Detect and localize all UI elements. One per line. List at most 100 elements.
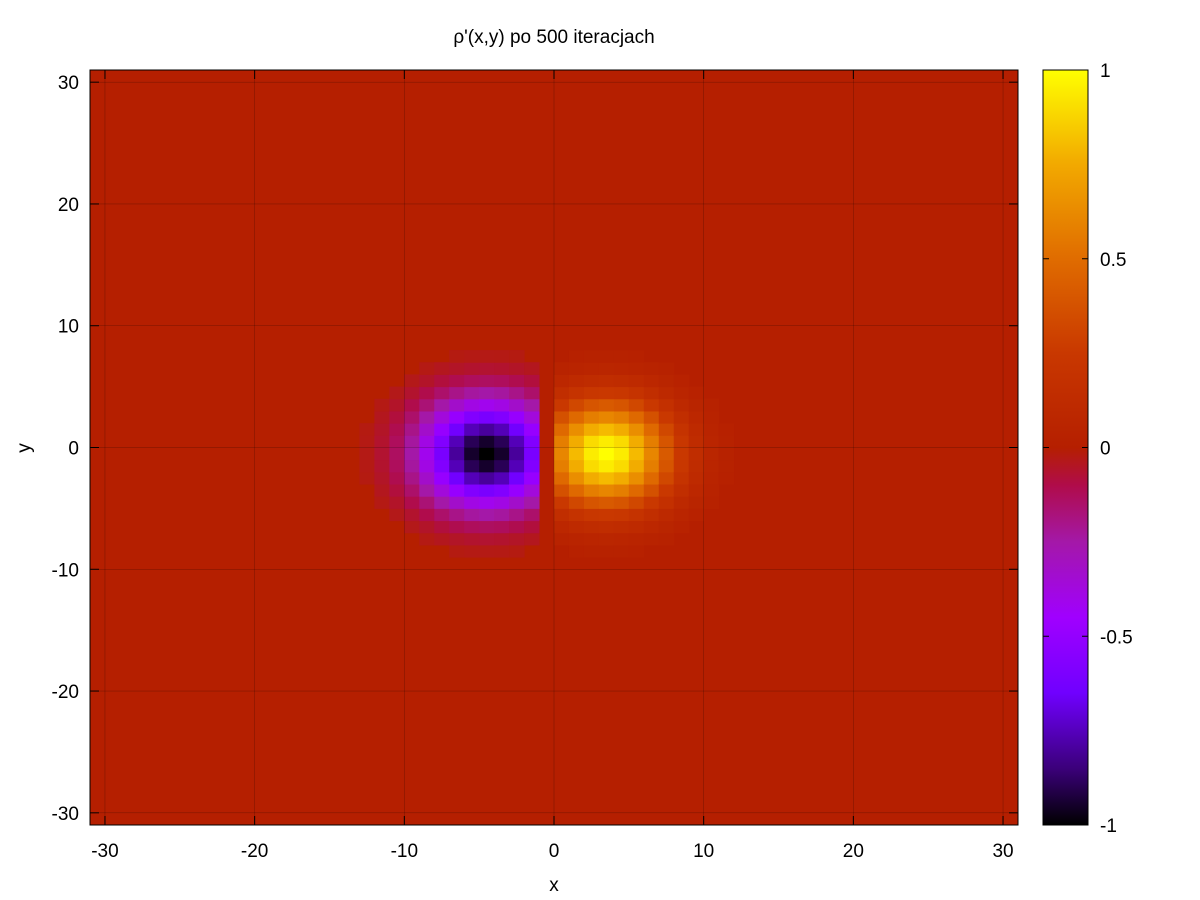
heatmap-cell — [464, 362, 480, 375]
heatmap-cell — [449, 435, 465, 448]
heatmap-cell — [449, 362, 465, 375]
heatmap-cell — [374, 423, 390, 436]
heatmap-cell — [658, 447, 675, 461]
heatmap-cell — [613, 532, 630, 546]
heatmap-cell — [419, 410, 435, 424]
heatmap-cell — [419, 398, 435, 412]
heatmap-cell — [643, 374, 660, 388]
heatmap-cell — [628, 520, 645, 534]
heatmap-cell — [598, 423, 615, 436]
heatmap-cell — [613, 471, 630, 485]
heatmap-cell — [464, 520, 480, 534]
heatmap-cell — [464, 423, 480, 436]
heatmap-cell — [494, 484, 510, 497]
heatmap-cell — [524, 410, 540, 424]
heatmap-cell — [554, 374, 570, 388]
heatmap-cell — [554, 447, 570, 461]
heatmap-cell — [479, 471, 495, 485]
heatmap-cell — [449, 484, 465, 497]
heatmap-cell — [419, 362, 435, 375]
heatmap-cell — [449, 544, 465, 558]
x-tick-label: -10 — [391, 841, 418, 862]
heatmap-cell — [673, 435, 690, 448]
x-tick-label: 10 — [693, 841, 714, 862]
heatmap-cell — [643, 447, 660, 461]
heatmap-cell — [494, 398, 510, 412]
heatmap-cell — [583, 386, 600, 400]
heatmap-cell — [449, 520, 465, 534]
grid-lines — [90, 70, 1018, 825]
heatmap-cell — [389, 484, 405, 497]
heatmap-cell — [449, 398, 465, 412]
heatmap-cell — [598, 532, 615, 546]
heatmap-cell — [509, 496, 525, 509]
heatmap-cell — [583, 447, 600, 461]
heatmap-cell — [673, 496, 690, 509]
heatmap-cell — [464, 459, 480, 473]
x-tick-label: -20 — [241, 841, 268, 862]
heatmap-cell — [613, 544, 630, 558]
heatmap-cell — [404, 508, 420, 522]
heatmap-cell — [524, 435, 540, 448]
heatmap-cell — [598, 544, 615, 558]
heatmap-cell — [628, 496, 645, 509]
heatmap-cell — [389, 423, 405, 436]
heatmap-cell — [524, 386, 540, 400]
heatmap-cell — [374, 471, 390, 485]
heatmap-cell — [479, 520, 495, 534]
heatmap-cell — [434, 532, 450, 546]
heatmap-cell — [479, 447, 495, 461]
heatmap-cell — [434, 496, 450, 509]
heatmap-cell — [359, 471, 375, 485]
heatmap-cell — [643, 398, 660, 412]
heatmap-cell — [434, 520, 450, 534]
heatmap-cell — [598, 459, 615, 473]
heatmap-cell — [509, 508, 525, 522]
heatmap-cell — [464, 350, 480, 363]
heatmap-cell — [494, 374, 510, 388]
heatmap-cell — [509, 447, 525, 461]
y-axis-ticks: -30 -20 -10 0 10 20 30 — [52, 73, 1018, 825]
heatmap-cell — [613, 435, 630, 448]
heatmap-cell — [658, 410, 675, 424]
heatmap-cell — [374, 410, 390, 424]
heatmap-cell — [643, 435, 660, 448]
heatmap-cell — [583, 459, 600, 473]
heatmap-cell — [658, 386, 675, 400]
heatmap-cell — [568, 398, 585, 412]
heatmap-cell — [583, 484, 600, 497]
x-tick-label: -30 — [91, 841, 118, 862]
heatmap-cell — [374, 484, 390, 497]
heatmap-cell — [643, 386, 660, 400]
heatmap-cell — [554, 484, 570, 497]
heatmap-cell — [449, 471, 465, 485]
heatmap-cell — [628, 410, 645, 424]
heatmap-cell — [509, 435, 525, 448]
heatmap-cell — [464, 447, 480, 461]
heatmap-cell — [613, 459, 630, 473]
heatmap-cell — [583, 423, 600, 436]
heatmap-cell — [598, 484, 615, 497]
heatmap-cell — [658, 471, 675, 485]
heatmap-cell — [628, 435, 645, 448]
heatmap-cell — [628, 350, 645, 363]
heatmap-cell — [449, 532, 465, 546]
heatmap-cell — [509, 484, 525, 497]
heatmap-cell — [568, 508, 585, 522]
heatmap-cell — [494, 544, 510, 558]
heatmap-cell — [434, 508, 450, 522]
heatmap-cell — [434, 362, 450, 375]
heatmap-cell — [703, 435, 720, 448]
heatmap-cell — [419, 520, 435, 534]
heatmap-cell — [479, 496, 495, 509]
heatmap-cell — [449, 410, 465, 424]
heatmap-cell — [509, 544, 525, 558]
heatmap-cell — [464, 508, 480, 522]
heatmap-cell — [419, 471, 435, 485]
heatmap-cell — [628, 398, 645, 412]
heatmap-cell — [688, 496, 705, 509]
heatmap-cell — [359, 423, 375, 436]
heatmap-cell — [509, 398, 525, 412]
heatmap-cell — [568, 471, 585, 485]
